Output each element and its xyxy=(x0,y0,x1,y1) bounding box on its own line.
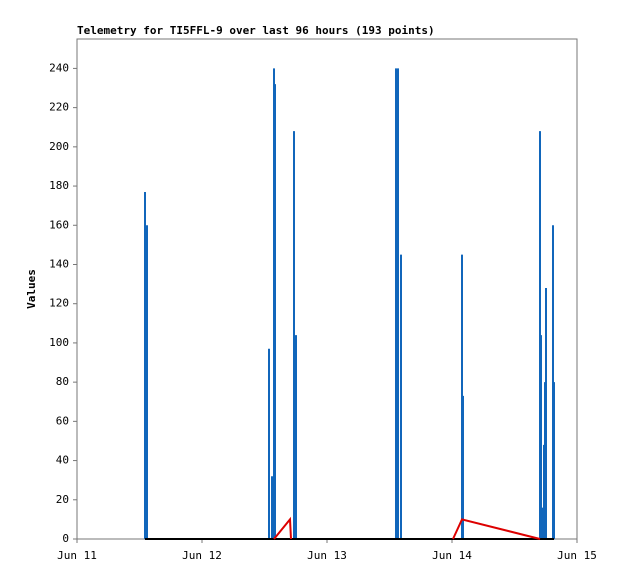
y-tick-label: 60 xyxy=(56,414,69,427)
y-axis-label: Values xyxy=(25,269,38,309)
y-tick-label: 240 xyxy=(49,61,69,74)
y-tick-label: 80 xyxy=(56,375,69,388)
x-tick-label: Jun 12 xyxy=(182,549,222,562)
y-tick-label: 20 xyxy=(56,493,69,506)
y-tick-label: 220 xyxy=(49,101,69,114)
y-tick-label: 180 xyxy=(49,179,69,192)
y-tick-label: 160 xyxy=(49,218,69,231)
line xyxy=(273,516,541,540)
y-tick-label: 120 xyxy=(49,297,69,310)
chart-title: Telemetry for TI5FFL-9 over last 96 hour… xyxy=(77,24,435,37)
x-tick-label: Jun 14 xyxy=(432,549,472,562)
y-tick-label: 140 xyxy=(49,257,69,270)
y-tick-label: 40 xyxy=(56,454,69,467)
x-tick-label: Jun 11 xyxy=(57,549,97,562)
y-tick-label: 200 xyxy=(49,140,69,153)
y-tick-label: 0 xyxy=(62,532,69,545)
x-tick-label: Jun 13 xyxy=(307,549,347,562)
y-tick-label: 100 xyxy=(49,336,69,349)
x-tick-label: Jun 15 xyxy=(557,549,597,562)
